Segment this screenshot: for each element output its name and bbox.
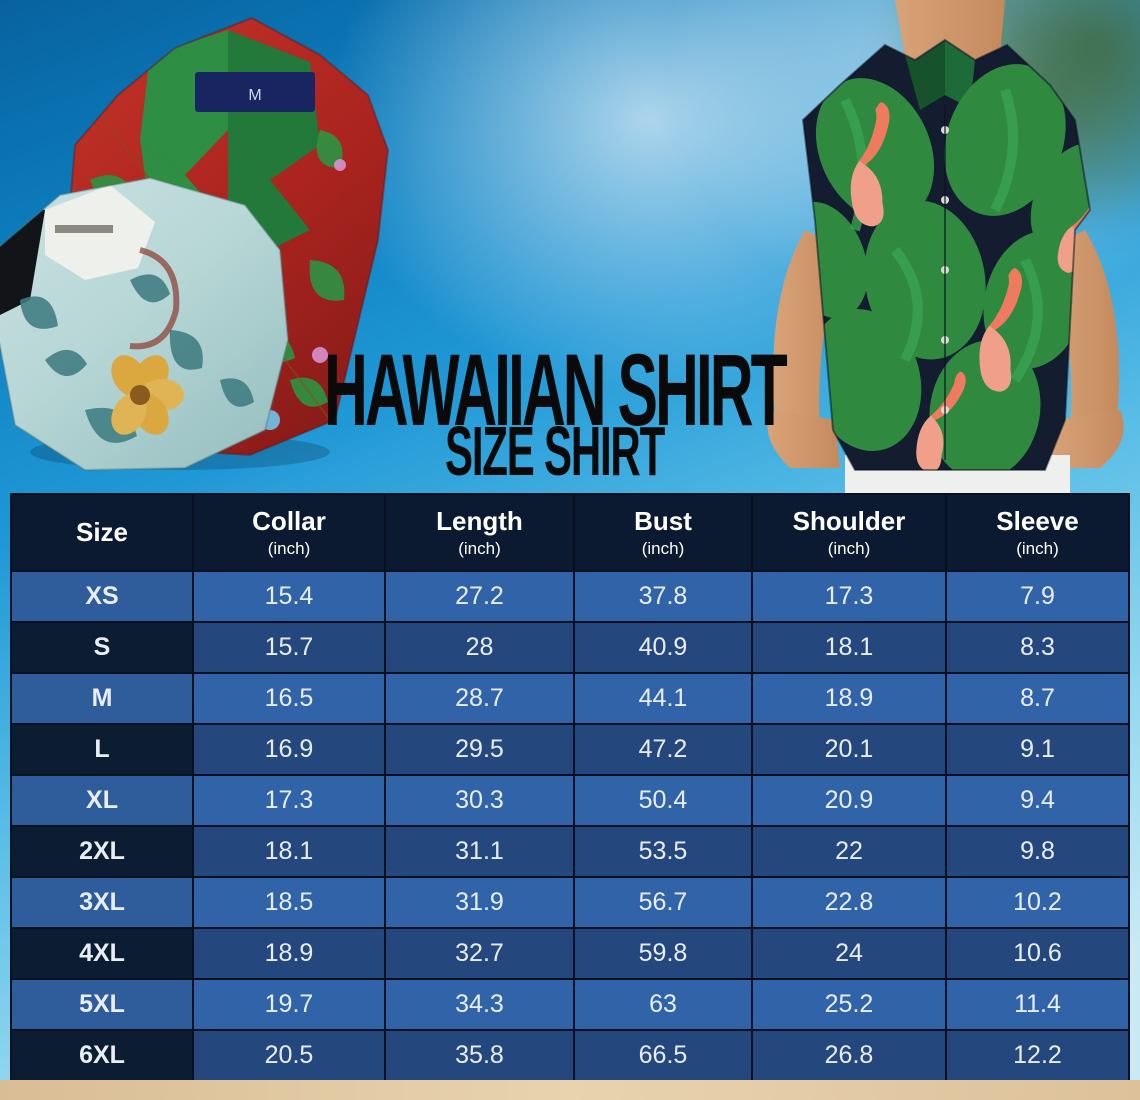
svg-text:M: M — [248, 87, 261, 104]
